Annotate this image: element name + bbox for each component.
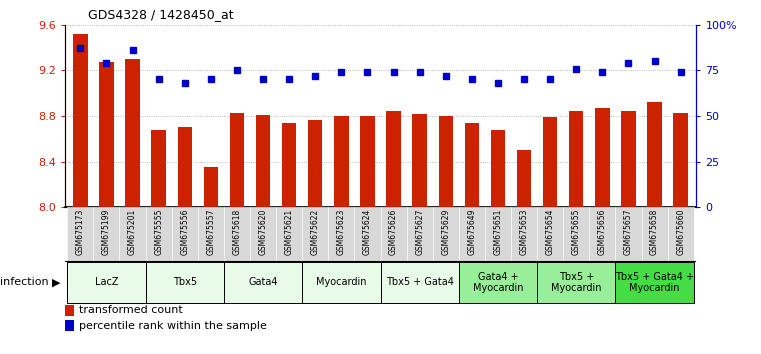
- Text: Tbx5 + Gata4: Tbx5 + Gata4: [386, 277, 454, 287]
- Bar: [537, 207, 563, 262]
- Bar: [537, 262, 616, 303]
- Text: GSM675657: GSM675657: [624, 209, 633, 255]
- Bar: [145, 262, 224, 303]
- Text: GSM675655: GSM675655: [572, 209, 581, 255]
- Bar: [380, 207, 406, 262]
- Text: GSM675658: GSM675658: [650, 209, 659, 255]
- Bar: [491, 130, 505, 207]
- Text: GSM675624: GSM675624: [363, 209, 372, 255]
- Bar: [224, 262, 302, 303]
- Bar: [73, 34, 88, 207]
- Bar: [621, 112, 635, 207]
- Bar: [334, 116, 349, 207]
- Text: GSM675556: GSM675556: [180, 209, 189, 255]
- Bar: [360, 116, 374, 207]
- Bar: [459, 262, 537, 303]
- Bar: [517, 150, 531, 207]
- Text: Tbx5 + Gata4 +
Myocardin: Tbx5 + Gata4 + Myocardin: [615, 272, 694, 293]
- Bar: [465, 123, 479, 207]
- Bar: [485, 207, 511, 262]
- Text: Gata4 +
Myocardin: Gata4 + Myocardin: [473, 272, 524, 293]
- Text: GSM675653: GSM675653: [520, 209, 529, 255]
- Bar: [94, 207, 119, 262]
- Text: GSM675656: GSM675656: [598, 209, 607, 255]
- Text: GSM675555: GSM675555: [154, 209, 163, 255]
- Text: GSM675618: GSM675618: [232, 209, 241, 255]
- Text: GSM675654: GSM675654: [546, 209, 555, 255]
- Bar: [230, 113, 244, 207]
- Text: GSM675557: GSM675557: [206, 209, 215, 255]
- Bar: [198, 207, 224, 262]
- Bar: [412, 114, 427, 207]
- Text: GSM675626: GSM675626: [389, 209, 398, 255]
- Bar: [67, 207, 94, 262]
- Text: Tbx5 +
Myocardin: Tbx5 + Myocardin: [551, 272, 601, 293]
- Bar: [642, 207, 667, 262]
- Bar: [308, 120, 323, 207]
- Bar: [67, 262, 145, 303]
- Text: GSM675627: GSM675627: [416, 209, 424, 255]
- Text: infection: infection: [0, 277, 49, 287]
- Bar: [438, 116, 453, 207]
- Bar: [355, 207, 380, 262]
- Text: transformed count: transformed count: [78, 306, 183, 315]
- Text: GSM675623: GSM675623: [337, 209, 345, 255]
- Bar: [282, 123, 296, 207]
- Bar: [302, 262, 380, 303]
- Text: Gata4: Gata4: [248, 277, 278, 287]
- Bar: [563, 207, 589, 262]
- Text: GSM675660: GSM675660: [677, 209, 685, 255]
- Bar: [616, 262, 694, 303]
- Bar: [224, 207, 250, 262]
- Bar: [65, 320, 74, 331]
- Bar: [99, 62, 113, 207]
- Text: GDS4328 / 1428450_at: GDS4328 / 1428450_at: [88, 8, 233, 21]
- Text: GSM675649: GSM675649: [467, 209, 476, 255]
- Text: GSM675651: GSM675651: [493, 209, 502, 255]
- Bar: [151, 130, 166, 207]
- Text: LacZ: LacZ: [94, 277, 118, 287]
- Bar: [65, 305, 74, 316]
- Bar: [177, 127, 192, 207]
- Text: Myocardin: Myocardin: [316, 277, 367, 287]
- Bar: [126, 59, 140, 207]
- Bar: [328, 207, 355, 262]
- Text: ▶: ▶: [52, 277, 60, 287]
- Bar: [276, 207, 302, 262]
- Text: GSM675622: GSM675622: [310, 209, 320, 255]
- Text: GSM675201: GSM675201: [128, 209, 137, 255]
- Bar: [433, 207, 459, 262]
- Bar: [387, 112, 401, 207]
- Bar: [145, 207, 172, 262]
- Bar: [119, 207, 145, 262]
- Text: GSM675199: GSM675199: [102, 209, 111, 255]
- Bar: [543, 117, 557, 207]
- Bar: [569, 112, 584, 207]
- Bar: [302, 207, 328, 262]
- Text: GSM675629: GSM675629: [441, 209, 451, 255]
- Bar: [511, 207, 537, 262]
- Bar: [256, 115, 270, 207]
- Bar: [673, 113, 688, 207]
- Bar: [380, 262, 459, 303]
- Bar: [406, 207, 433, 262]
- Bar: [172, 207, 198, 262]
- Bar: [648, 102, 662, 207]
- Bar: [616, 207, 642, 262]
- Bar: [667, 207, 694, 262]
- Text: percentile rank within the sample: percentile rank within the sample: [78, 320, 266, 331]
- Bar: [204, 167, 218, 207]
- Text: GSM675620: GSM675620: [259, 209, 268, 255]
- Text: GSM675173: GSM675173: [76, 209, 84, 255]
- Bar: [250, 207, 276, 262]
- Bar: [589, 207, 616, 262]
- Bar: [595, 108, 610, 207]
- Text: Tbx5: Tbx5: [173, 277, 197, 287]
- Bar: [459, 207, 485, 262]
- Text: GSM675621: GSM675621: [285, 209, 294, 255]
